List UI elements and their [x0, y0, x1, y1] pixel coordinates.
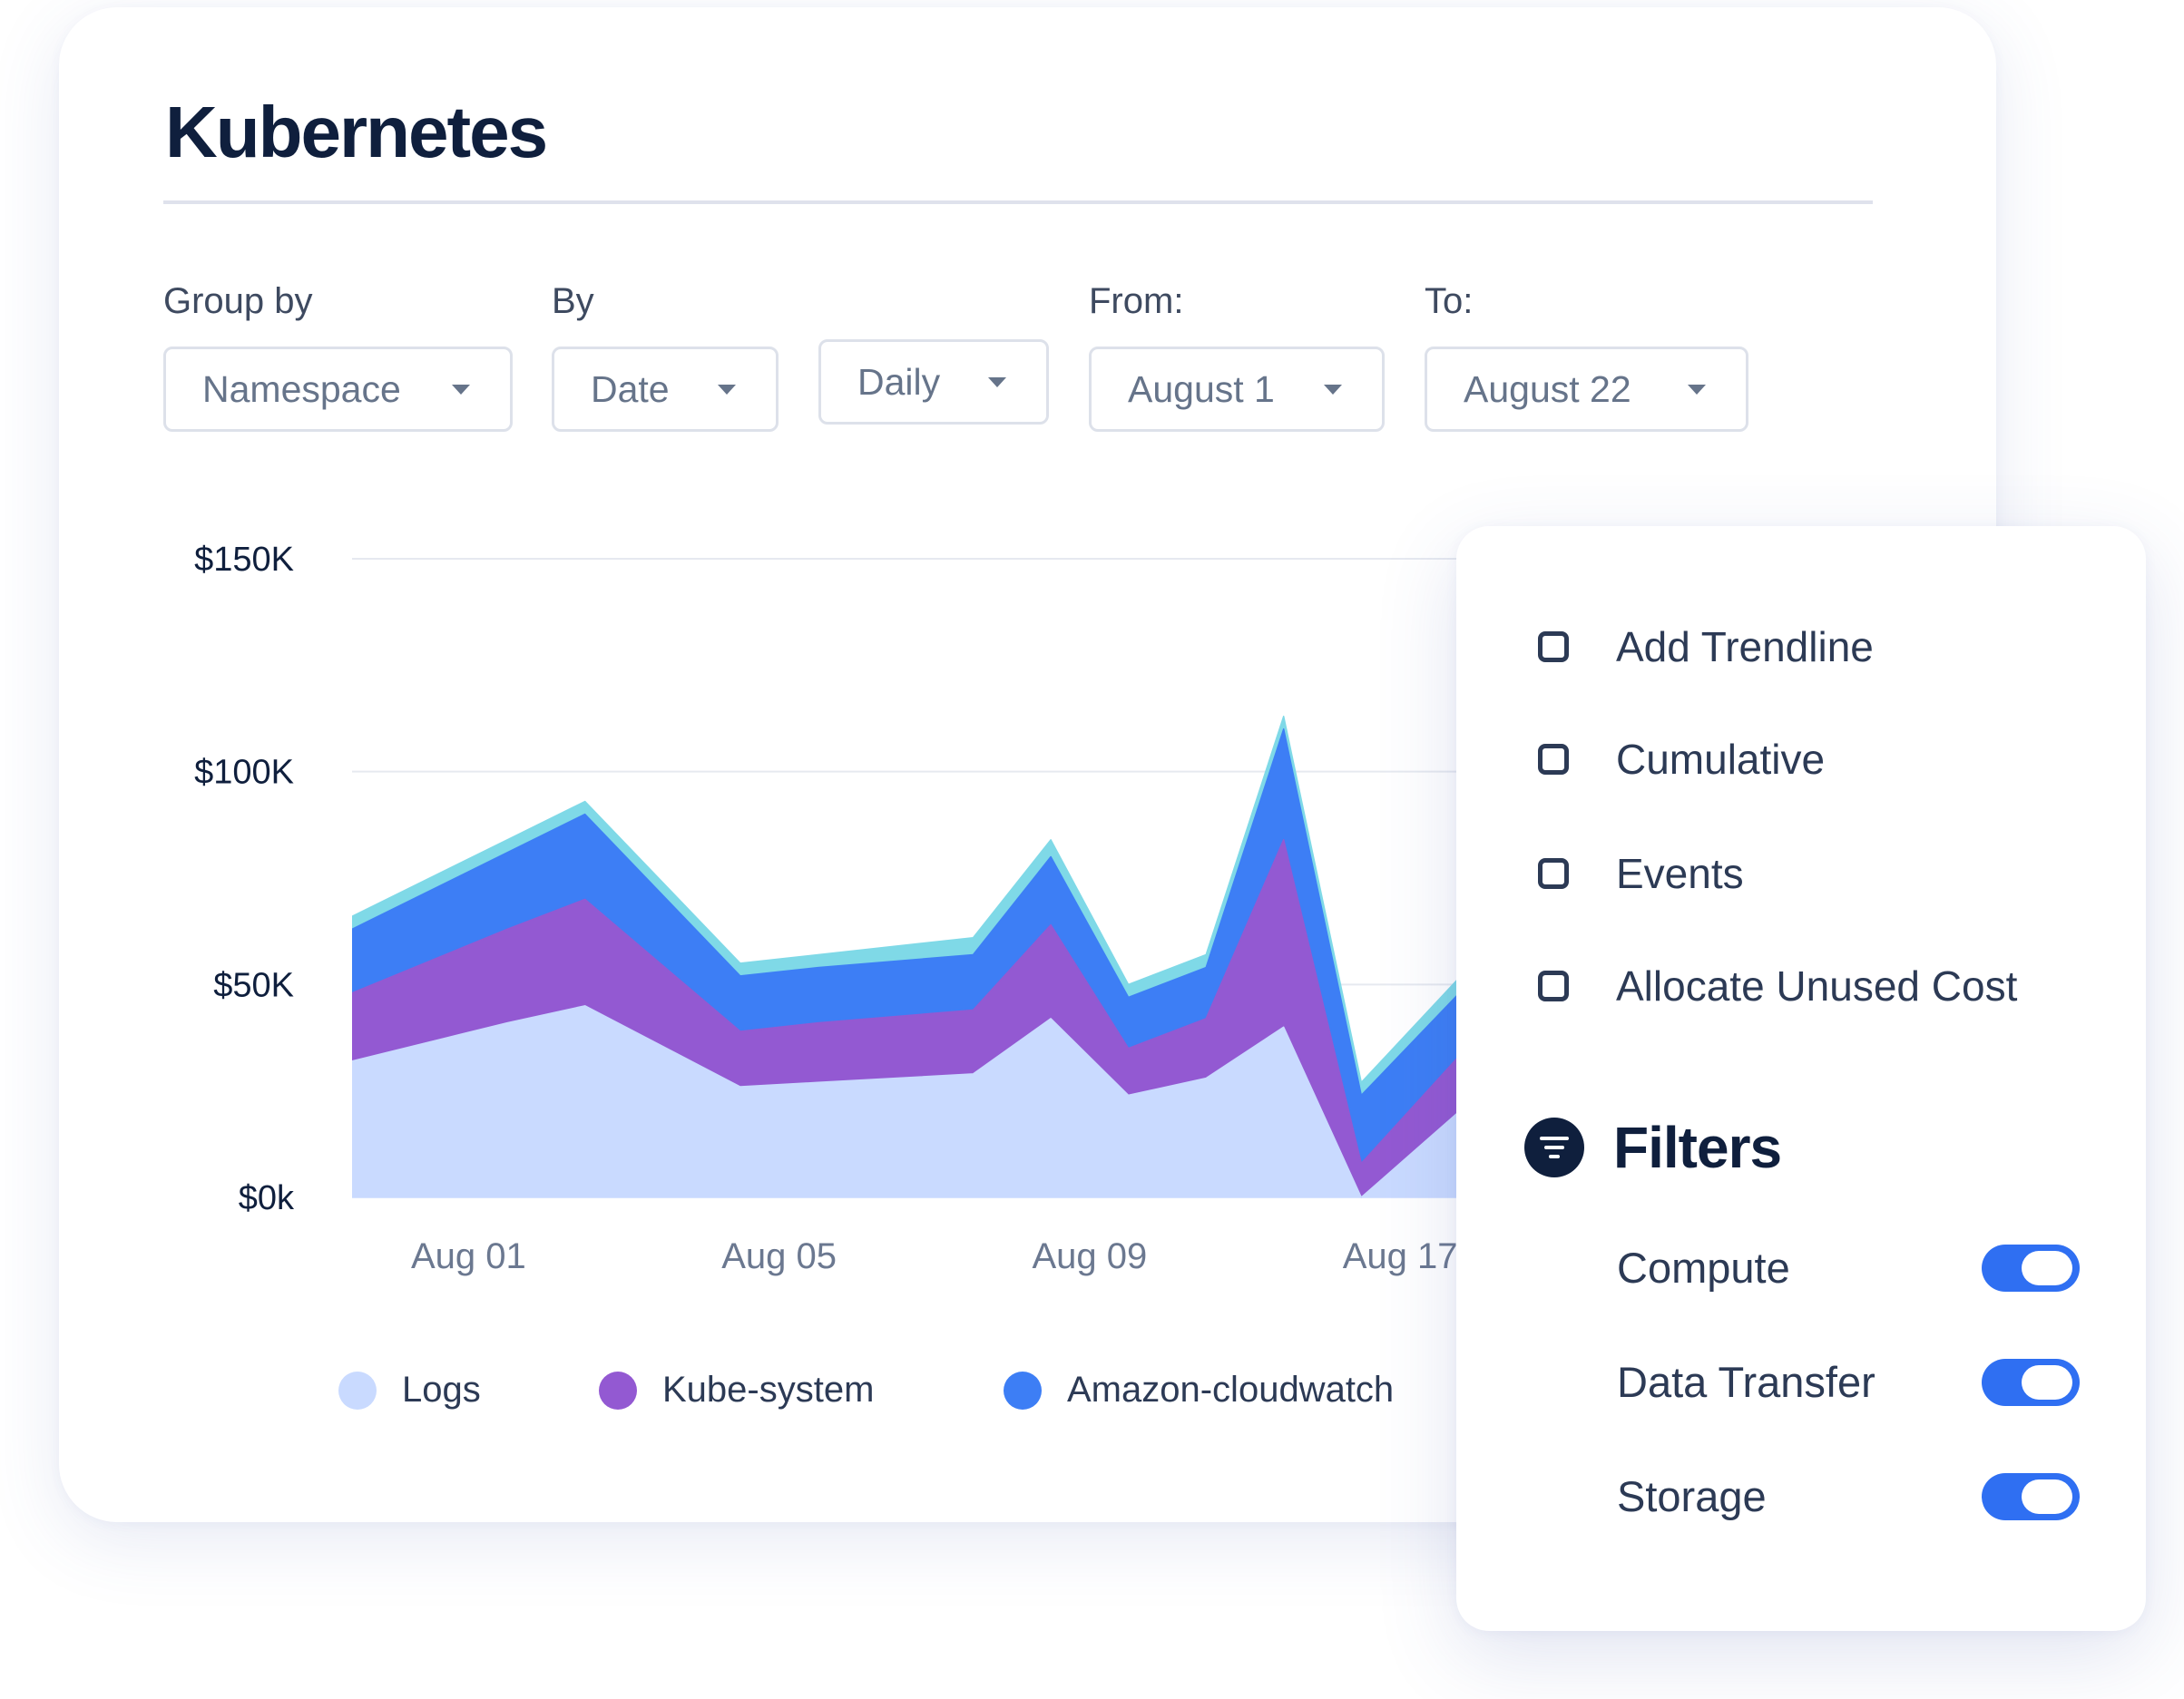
by-dropdown[interactable]: Date	[552, 347, 779, 432]
filter-icon	[1524, 1118, 1584, 1177]
legend-label: Kube-system	[662, 1370, 875, 1410]
option-label: Add Trendline	[1616, 623, 1874, 670]
checkbox-icon[interactable]	[1538, 971, 1569, 1001]
legend-swatch	[1004, 1371, 1042, 1410]
storage-toggle[interactable]	[1982, 1472, 2080, 1520]
checkbox-icon[interactable]	[1538, 631, 1569, 662]
filter-data-transfer: Data Transfer	[1617, 1357, 2080, 1407]
legend-item-kube-system: Kube-system	[599, 1370, 874, 1411]
y-tick-label: $0k	[239, 1179, 295, 1217]
toggle-knob	[2022, 1364, 2072, 1400]
x-tick-label: Aug 05	[721, 1236, 837, 1276]
chart-areas	[352, 715, 1457, 1198]
legend-item-logs: Logs	[338, 1370, 481, 1411]
from-label: From:	[1089, 281, 1184, 321]
toggle-knob	[2022, 1479, 2072, 1514]
by-value: Date	[591, 367, 670, 410]
legend-swatch	[599, 1371, 637, 1410]
filters-title: Filters	[1613, 1115, 1782, 1180]
to-label: To:	[1425, 281, 1474, 321]
title-divider	[163, 200, 1873, 204]
to-date-value: August 22	[1464, 367, 1631, 410]
x-tick-label: Aug 09	[1032, 1236, 1147, 1276]
legend-label: Logs	[402, 1370, 481, 1410]
y-tick-label: $150K	[194, 541, 294, 579]
by-label: By	[552, 281, 594, 321]
checkbox-icon[interactable]	[1538, 744, 1569, 775]
x-tick-label: Aug 01	[411, 1236, 526, 1276]
filter-label: Compute	[1617, 1244, 1790, 1292]
checkbox-icon[interactable]	[1538, 858, 1569, 889]
y-tick-label: $50K	[213, 966, 294, 1004]
legend-swatch	[338, 1371, 377, 1410]
caret-down-icon	[988, 377, 1006, 387]
chart-options-panel: Add Trendline Cumulative Events Allocate…	[1456, 526, 2146, 1631]
interval-dropdown[interactable]: Daily	[818, 339, 1049, 425]
option-add-trendline[interactable]: Add Trendline	[1538, 622, 1874, 671]
group-by-value: Namespace	[202, 367, 401, 410]
caret-down-icon	[1324, 385, 1342, 395]
to-date-dropdown[interactable]: August 22	[1425, 347, 1748, 432]
option-label: Events	[1616, 850, 1744, 897]
group-by-dropdown[interactable]: Namespace	[163, 347, 513, 432]
caret-down-icon	[452, 385, 470, 395]
group-by-label: Group by	[163, 281, 313, 321]
filter-storage: Storage	[1617, 1471, 2080, 1521]
area-series-logs	[352, 1005, 1457, 1198]
toggle-knob	[2022, 1250, 2072, 1285]
option-cumulative[interactable]: Cumulative	[1538, 735, 1825, 784]
interval-value: Daily	[857, 360, 941, 403]
compute-toggle[interactable]	[1982, 1244, 2080, 1292]
data-transfer-toggle[interactable]	[1982, 1358, 2080, 1406]
page-title: Kubernetes	[165, 92, 548, 172]
filter-label: Storage	[1617, 1472, 1767, 1520]
from-date-dropdown[interactable]: August 1	[1089, 347, 1385, 432]
filter-compute: Compute	[1617, 1243, 2080, 1293]
filter-label: Data Transfer	[1617, 1358, 1875, 1406]
y-tick-label: $100K	[194, 754, 294, 792]
option-label: Allocate Unused Cost	[1616, 962, 2018, 1010]
from-date-value: August 1	[1128, 367, 1275, 410]
option-label: Cumulative	[1616, 736, 1826, 783]
caret-down-icon	[1688, 385, 1706, 395]
caret-down-icon	[718, 385, 736, 395]
option-allocate-unused-cost[interactable]: Allocate Unused Cost	[1538, 962, 2017, 1011]
x-tick-label: Aug 17	[1343, 1236, 1458, 1276]
option-events[interactable]: Events	[1538, 849, 1744, 898]
y-axis-ticks: $0k $50K $100K $150K	[194, 541, 295, 1217]
x-axis-ticks: Aug 01 Aug 05 Aug 09 Aug 17	[411, 1236, 1458, 1276]
filters-header: Filters	[1524, 1114, 1782, 1181]
legend-label: Amazon-cloudwatch	[1067, 1370, 1395, 1410]
legend-item-amazon-cloudwatch: Amazon-cloudwatch	[1004, 1370, 1394, 1411]
